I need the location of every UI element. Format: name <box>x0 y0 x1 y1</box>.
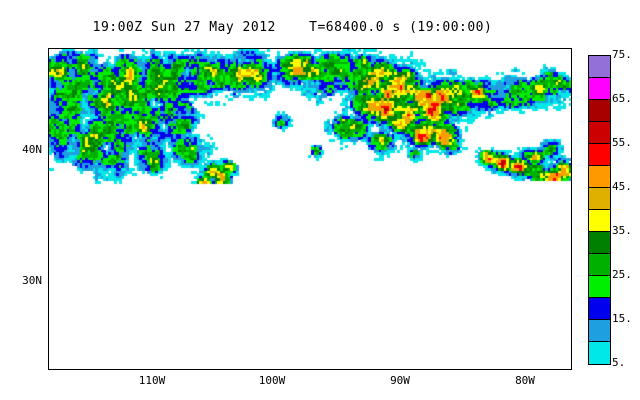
x-tick-label-100w: 100W <box>258 374 286 387</box>
colorbar-band-45 <box>589 188 610 210</box>
colorbar-tick-15: 15. <box>612 312 632 325</box>
colorbar-band-50 <box>589 166 610 188</box>
colorbar-band-55 <box>589 144 610 166</box>
colorbar-band-30 <box>589 254 610 276</box>
colorbar-band-75 <box>589 56 610 78</box>
colorbar-band-65 <box>589 100 610 122</box>
colorbar-band-40 <box>589 210 610 232</box>
colorbar-band-25 <box>589 276 610 298</box>
colorbar-band-20 <box>589 298 610 320</box>
colorbar-tick-25: 25. <box>612 268 632 281</box>
colorbar-tick-35: 35. <box>612 224 632 237</box>
x-tick-label-90w: 90W <box>390 374 410 387</box>
x-tick-label-80w: 80W <box>515 374 535 387</box>
map-frame <box>48 48 572 370</box>
colorbar-tick-55: 55. <box>612 136 632 149</box>
colorbar-band-35 <box>589 232 610 254</box>
colorbar-band-60 <box>589 122 610 144</box>
colorbar-tick-5: 5. <box>612 356 626 369</box>
colorbar-tick-75: 75. <box>612 48 632 61</box>
colorbar-band-70 <box>589 78 610 100</box>
y-tick-label-30n: 30N <box>22 274 42 287</box>
x-tick-label-110w: 110W <box>138 374 166 387</box>
y-tick-label-40n: 40N <box>22 143 42 156</box>
colorbar-tick-45: 45. <box>612 180 632 193</box>
page-title: 19:00Z Sun 27 May 2012 T=68400.0 s (19:0… <box>92 20 493 35</box>
colorbar-band-10 <box>589 342 610 364</box>
radar-map-canvas <box>49 49 571 369</box>
colorbar <box>588 55 611 365</box>
colorbar-band-15 <box>589 320 610 342</box>
colorbar-tick-65: 65. <box>612 92 632 105</box>
